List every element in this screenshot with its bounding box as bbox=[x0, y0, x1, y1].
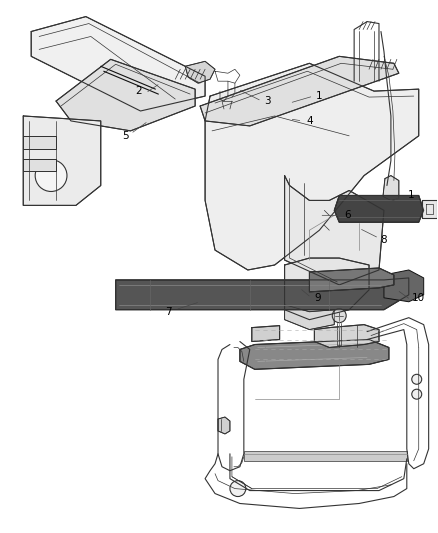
Text: 1: 1 bbox=[316, 91, 323, 101]
Text: 7: 7 bbox=[165, 306, 172, 317]
Circle shape bbox=[332, 309, 346, 322]
Polygon shape bbox=[205, 63, 419, 270]
Polygon shape bbox=[23, 116, 101, 205]
Circle shape bbox=[230, 481, 246, 497]
Polygon shape bbox=[218, 417, 230, 434]
Polygon shape bbox=[116, 278, 409, 310]
Text: 6: 6 bbox=[344, 211, 350, 220]
Text: 9: 9 bbox=[314, 293, 321, 303]
Polygon shape bbox=[185, 61, 215, 83]
Polygon shape bbox=[23, 159, 56, 171]
Polygon shape bbox=[422, 200, 437, 219]
Polygon shape bbox=[285, 305, 334, 329]
Polygon shape bbox=[200, 56, 399, 126]
Text: 2: 2 bbox=[135, 86, 142, 96]
Polygon shape bbox=[383, 175, 399, 200]
Text: 1: 1 bbox=[407, 190, 414, 200]
Polygon shape bbox=[240, 340, 389, 369]
Circle shape bbox=[35, 160, 67, 191]
Text: 5: 5 bbox=[122, 131, 129, 141]
Polygon shape bbox=[285, 258, 369, 320]
Polygon shape bbox=[285, 175, 384, 285]
Polygon shape bbox=[384, 270, 424, 302]
Polygon shape bbox=[309, 268, 394, 292]
Polygon shape bbox=[23, 136, 56, 149]
Text: 10: 10 bbox=[412, 293, 425, 303]
Polygon shape bbox=[334, 196, 424, 222]
Text: 4: 4 bbox=[306, 116, 313, 126]
Text: 8: 8 bbox=[381, 235, 387, 245]
Polygon shape bbox=[31, 17, 205, 111]
Polygon shape bbox=[56, 59, 195, 131]
Circle shape bbox=[412, 389, 422, 399]
Polygon shape bbox=[244, 451, 407, 461]
Circle shape bbox=[412, 374, 422, 384]
Text: 3: 3 bbox=[265, 96, 271, 106]
Polygon shape bbox=[252, 326, 279, 342]
Polygon shape bbox=[314, 325, 379, 348]
